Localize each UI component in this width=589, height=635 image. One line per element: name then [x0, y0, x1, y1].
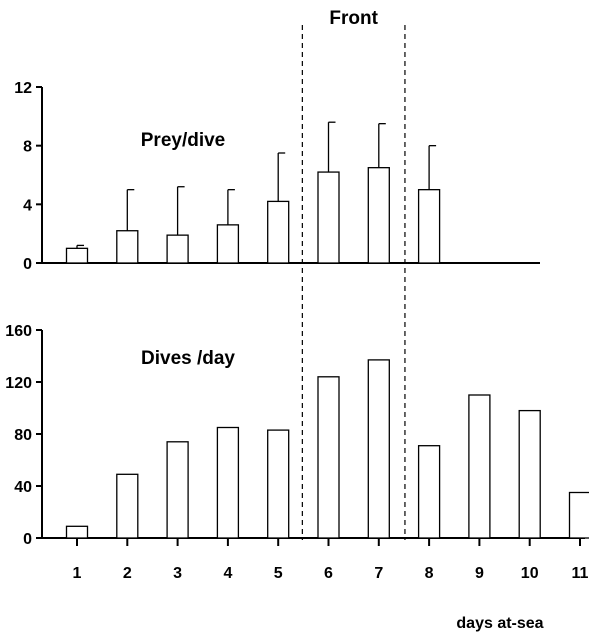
x-tick-label: 3	[173, 565, 182, 582]
bottom-y-tick-label: 0	[23, 531, 32, 548]
bottom-bar	[317, 376, 340, 539]
x-tick-label: 10	[521, 565, 539, 582]
x-tick-label: 9	[475, 565, 484, 582]
bottom-bar	[267, 429, 290, 539]
bottom-bar	[65, 525, 89, 539]
top-bar	[367, 167, 390, 264]
x-tick-label: 7	[374, 565, 383, 582]
x-tick-label: 8	[425, 565, 434, 582]
bottom-bar	[518, 409, 541, 539]
bottom-y-tick-label: 120	[5, 375, 32, 392]
top-bar	[65, 247, 89, 264]
bottom-bar	[417, 445, 441, 539]
x-tick-label: 1	[73, 565, 82, 582]
top-y-tick-label: 12	[14, 80, 32, 97]
top-bar	[166, 234, 189, 264]
bottom-y-tick-label: 80	[14, 427, 32, 444]
top-y-tick-label: 4	[23, 197, 32, 214]
top-bar	[417, 189, 441, 264]
top-bar	[317, 171, 340, 264]
bottom-bar	[166, 441, 189, 539]
top-bar	[116, 230, 139, 264]
x-tick-label: 6	[324, 565, 333, 582]
top-panel: 0 4 8 12 Prey/dive	[14, 80, 540, 273]
x-axis-label: days at-sea	[456, 615, 543, 632]
x-tick-label: 4	[223, 565, 232, 582]
bottom-panel: 0 40 80 120 160 1 2 3 4 5 6 7 8 9 10 11 Dives /day day…	[5, 323, 589, 632]
bottom-bar	[216, 426, 240, 539]
bottom-bar	[568, 491, 589, 539]
front-label: Front	[329, 8, 378, 29]
x-tick-label: 2	[123, 565, 132, 582]
top-y-tick-label: 8	[23, 139, 32, 156]
bottom-y-tick-label: 40	[14, 479, 32, 496]
bottom-bar	[367, 359, 390, 539]
bottom-y-tick-label: 160	[5, 323, 32, 340]
x-tick-label: 11	[572, 565, 589, 582]
bottom-bar	[468, 394, 491, 539]
top-bar	[267, 200, 290, 264]
top-bar	[216, 224, 240, 264]
top-panel-title: Prey/dive	[141, 130, 226, 151]
top-y-tick-label: 0	[23, 256, 32, 273]
x-tick-label: 5	[274, 565, 283, 582]
bottom-bar	[116, 473, 139, 539]
bottom-panel-title: Dives /day	[141, 348, 235, 369]
